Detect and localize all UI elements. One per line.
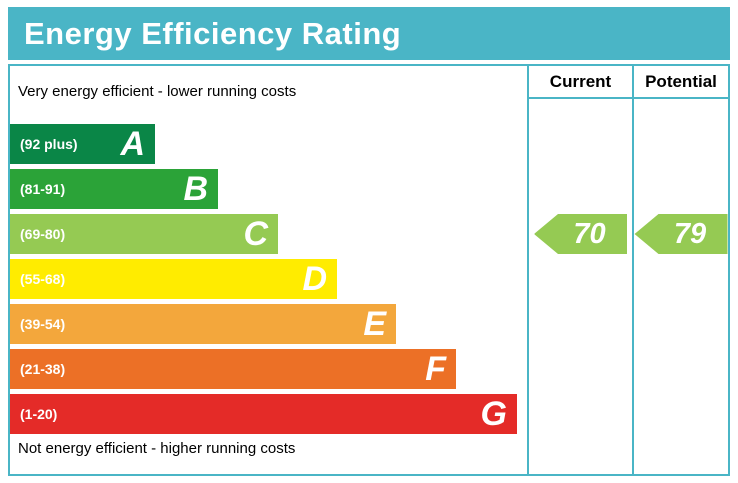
band-range-label: (21-38) <box>20 361 66 377</box>
bands-area: Very energy efficient - lower running co… <box>10 66 527 474</box>
note-bottom: Not energy efficient - higher running co… <box>18 440 296 457</box>
current-value: 70 <box>573 217 606 250</box>
band-bar-c: (69-80) C <box>10 214 278 254</box>
potential-value: 79 <box>673 217 707 250</box>
band-row-d: (55-68) D <box>10 259 527 299</box>
band-letter: F <box>425 350 446 388</box>
band-bar-b: (81-91) B <box>10 169 218 209</box>
band-row-b: (81-91) B <box>10 169 527 209</box>
band-range-label: (92 plus) <box>20 136 78 152</box>
band-row-a: (92 plus) A <box>10 124 527 164</box>
band-range-label: (1-20) <box>20 406 58 422</box>
band-letter: B <box>183 170 208 208</box>
band-row-f: (21-38) F <box>10 349 527 389</box>
energy-efficiency-chart: Very energy efficient - lower running co… <box>8 64 730 476</box>
band-row-e: (39-54) E <box>10 304 527 344</box>
band-range-label: (39-54) <box>20 316 66 332</box>
band-bar-f: (21-38) F <box>10 349 456 389</box>
band-range-label: (81-91) <box>20 181 66 197</box>
band-letter: E <box>363 305 386 343</box>
page-title: Energy Efficiency Rating <box>24 15 402 51</box>
band-range-label: (55-68) <box>20 271 66 287</box>
band-letter: D <box>302 260 327 298</box>
title-bar: Energy Efficiency Rating <box>8 7 730 60</box>
potential-arrow: 79 <box>634 214 728 254</box>
potential-column: Potential 79 <box>632 66 728 474</box>
band-row-g: (1-20) G <box>10 394 527 434</box>
band-row-c: (69-80) C <box>10 214 527 254</box>
current-header: Current <box>529 66 632 99</box>
band-letter: G <box>480 395 507 433</box>
current-column: Current 70 <box>527 66 632 474</box>
band-bar-g: (1-20) G <box>10 394 517 434</box>
band-range-label: (69-80) <box>20 226 66 242</box>
bands: (92 plus) A (81-91) B (69-80) C (55-68) D (39-54… <box>10 124 527 439</box>
band-letter: A <box>120 125 145 163</box>
potential-header: Potential <box>634 66 728 99</box>
band-letter: C <box>243 215 268 253</box>
current-arrow: 70 <box>534 214 627 254</box>
band-bar-e: (39-54) E <box>10 304 396 344</box>
note-top: Very energy efficient - lower running co… <box>18 83 297 100</box>
band-bar-a: (92 plus) A <box>10 124 155 164</box>
band-bar-d: (55-68) D <box>10 259 337 299</box>
